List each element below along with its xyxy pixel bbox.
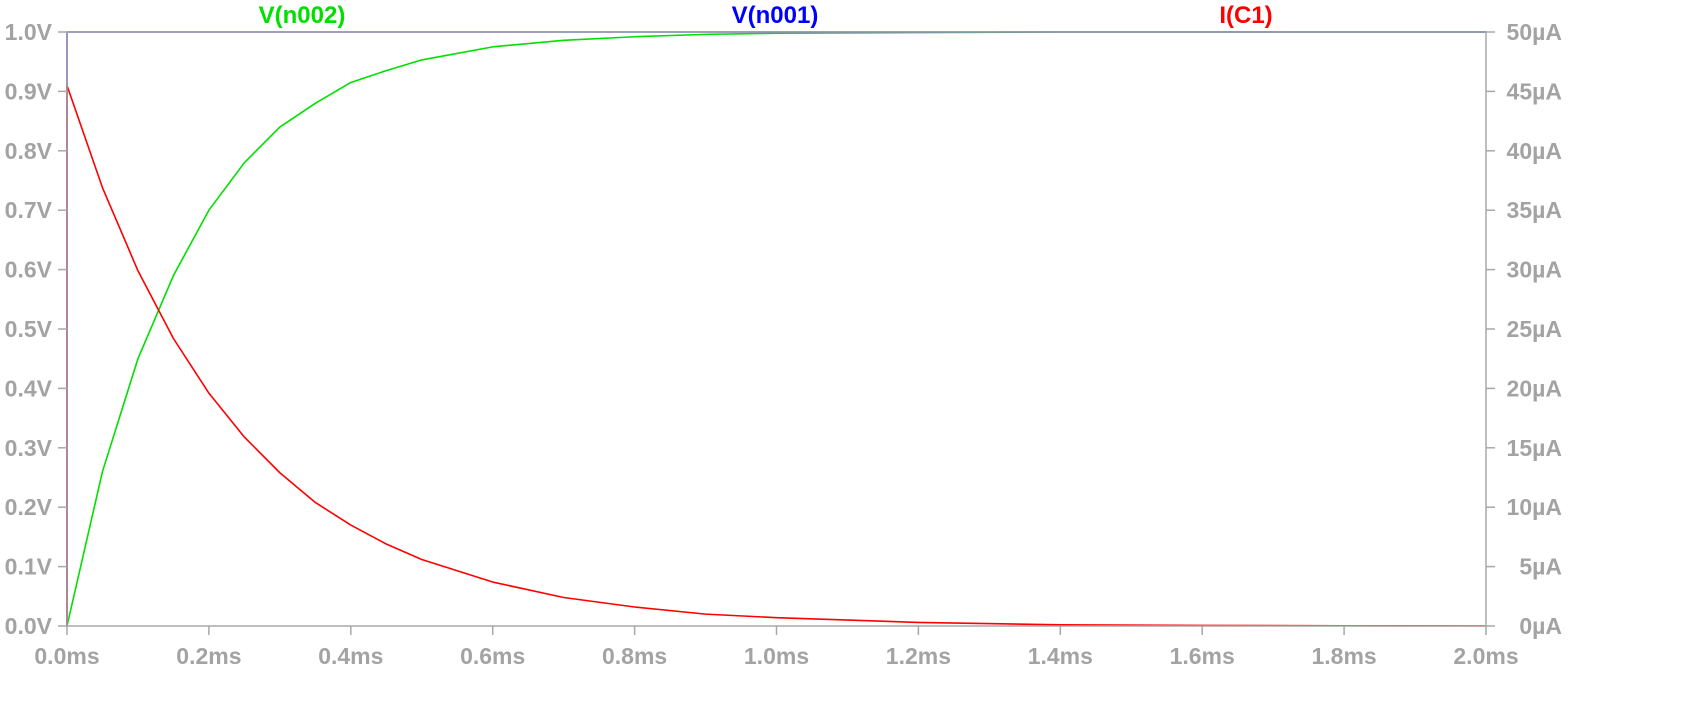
- right-y-tick-label: 50µA: [1507, 19, 1562, 45]
- right-axis-ticks: 0µA 5µA 10µA 15µA 20µA 25µA 30µA 35µA 40µA 45µA 50…: [1486, 19, 1562, 639]
- x-tick-label: 0.8ms: [602, 643, 667, 669]
- series-line-i-c1: [66, 84, 1487, 627]
- right-y-tick-label: 15µA: [1507, 435, 1562, 461]
- right-y-tick-label: 40µA: [1507, 138, 1562, 164]
- right-y-tick-label: 10µA: [1507, 494, 1562, 520]
- x-tick-label: 1.4ms: [1028, 643, 1093, 669]
- x-tick-label: 0.6ms: [460, 643, 525, 669]
- legend-label-i-c1[interactable]: I(C1): [1219, 2, 1272, 29]
- left-axis-ticks: 0.0V 0.1V 0.2V 0.3V 0.4V 0.5V 0.6V 0.7V 0.8V 0.9V…: [5, 19, 67, 639]
- x-tick-label: 1.0ms: [744, 643, 809, 669]
- right-y-tick-label: 25µA: [1507, 316, 1562, 342]
- right-y-tick-label: 35µA: [1507, 197, 1562, 223]
- x-tick-label: 1.2ms: [886, 643, 951, 669]
- left-y-tick-label: 1.0V: [5, 19, 53, 45]
- legend-label-v-n002[interactable]: V(n002): [259, 2, 346, 29]
- right-y-tick-label: 5µA: [1519, 554, 1562, 580]
- x-tick-label: 0.2ms: [176, 643, 241, 669]
- left-y-tick-label: 0.1V: [5, 554, 53, 580]
- axes: [66, 31, 1487, 627]
- right-y-tick-label: 45µA: [1507, 78, 1562, 104]
- x-tick-label: 0.0ms: [34, 643, 99, 669]
- left-y-tick-label: 0.7V: [5, 197, 53, 223]
- x-tick-label: 1.8ms: [1311, 643, 1376, 669]
- left-y-tick-label: 0.9V: [5, 78, 53, 104]
- series-line-v-n002: [66, 31, 1487, 627]
- left-y-tick-label: 0.2V: [5, 494, 53, 520]
- left-y-tick-label: 0.3V: [5, 435, 53, 461]
- series-line-v-n001: [66, 31, 1487, 627]
- right-y-tick-label: 30µA: [1507, 257, 1562, 283]
- left-y-tick-label: 0.4V: [5, 375, 53, 401]
- left-y-tick-label: 0.5V: [5, 316, 53, 342]
- left-y-tick-label: 0.0V: [5, 613, 53, 639]
- x-axis-ticks: 0.0ms 0.2ms 0.4ms 0.6ms 0.8ms 1.0ms 1.2ms 1.4ms…: [34, 626, 1519, 669]
- right-y-tick-label: 0µA: [1519, 613, 1562, 639]
- x-tick-label: 1.6ms: [1170, 643, 1235, 669]
- legend-label-v-n001[interactable]: V(n001): [732, 2, 819, 29]
- left-y-tick-label: 0.8V: [5, 138, 53, 164]
- left-y-tick-label: 0.6V: [5, 257, 53, 283]
- legend: V(n002) V(n001) I(C1): [259, 2, 1273, 29]
- x-tick-label: 0.4ms: [318, 643, 383, 669]
- plot-frame: [66, 31, 1487, 627]
- traces: [66, 31, 1487, 627]
- x-tick-label: 2.0ms: [1453, 643, 1518, 669]
- right-y-tick-label: 20µA: [1507, 375, 1562, 401]
